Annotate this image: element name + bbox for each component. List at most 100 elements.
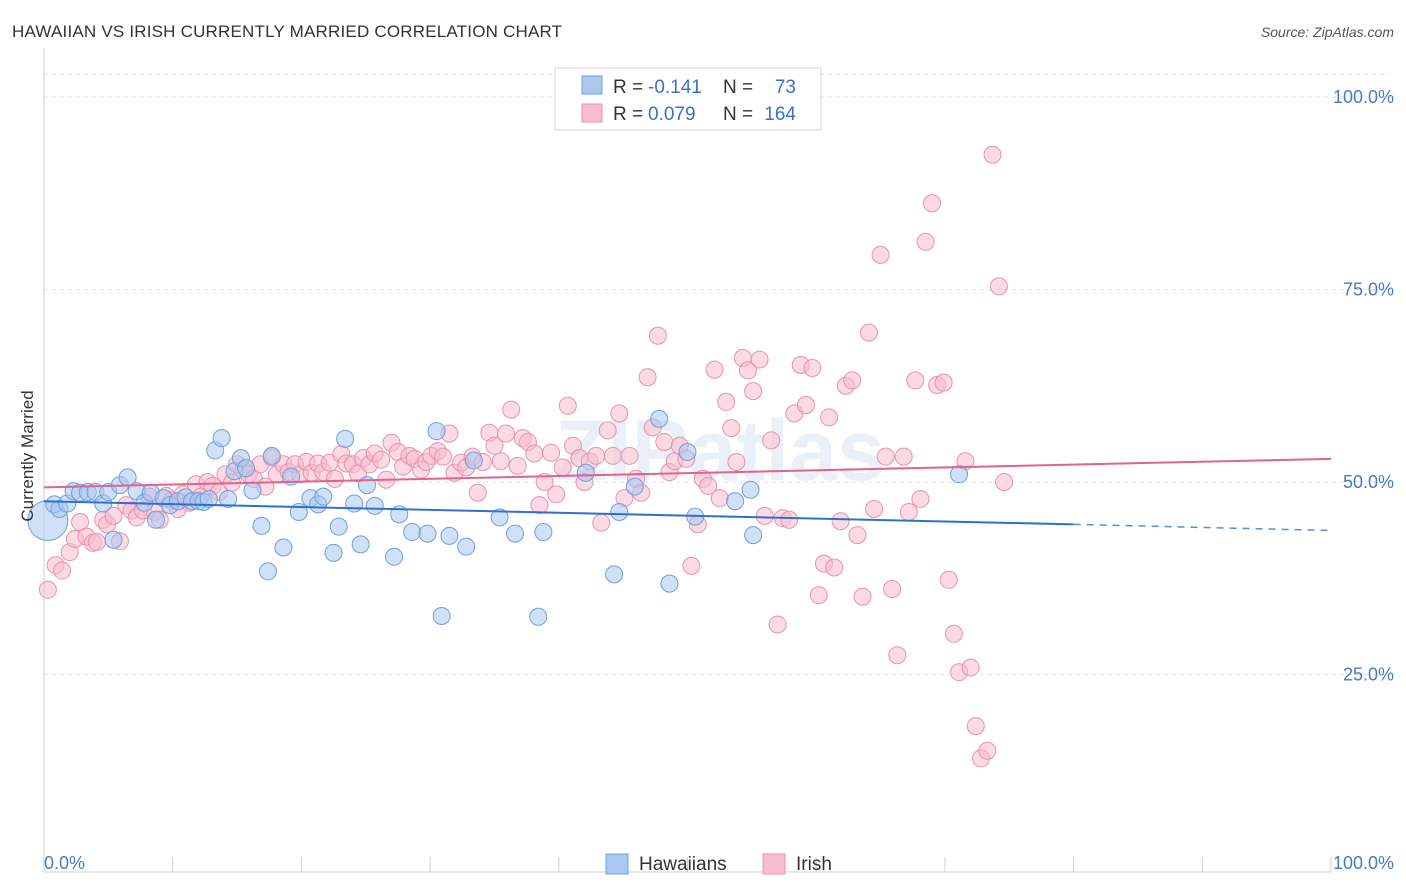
irish-point [699, 476, 718, 495]
irish-point [372, 450, 391, 469]
hawaiians-point [576, 463, 595, 482]
hawaiians-point [625, 477, 644, 496]
hawaiians-point [314, 487, 333, 506]
y-tick-label: 75.0% [1343, 280, 1394, 300]
hawaiians-point [351, 535, 370, 554]
irish-point [780, 510, 799, 529]
irish-point [738, 361, 757, 380]
hawaiians-points [27, 409, 969, 626]
irish-point [916, 232, 935, 251]
series-legend: Hawaiians Irish [605, 853, 832, 875]
y-axis-label: Currently Married [18, 390, 37, 521]
irish-point [682, 556, 701, 575]
irish-point [768, 615, 787, 634]
irish-point [433, 447, 452, 466]
irish-point [655, 432, 674, 451]
hawaiians-point [252, 516, 271, 535]
irish-point [638, 368, 657, 387]
y-tick-labels: 25.0% 50.0% 75.0% 100.0% [1333, 87, 1394, 685]
hawaiians-point [329, 517, 348, 536]
irish-point [610, 404, 629, 423]
irish-point [989, 277, 1008, 296]
hawaiians-point [534, 523, 553, 542]
irish-point [995, 473, 1014, 491]
irish-point [978, 741, 997, 760]
axes [43, 48, 1332, 873]
irish-point [859, 323, 878, 342]
irish-point [603, 446, 622, 465]
irish-point [727, 452, 746, 471]
irish-point [825, 558, 844, 577]
legend-n-value-irish: 164 [764, 104, 796, 125]
irish-point [876, 447, 895, 466]
irish-point [502, 400, 521, 419]
correlation-legend: R = -0.141 N = 73 R = 0.079 N = 164 [554, 67, 822, 131]
irish-point [899, 503, 918, 522]
irish-point [923, 194, 942, 213]
legend-r-label-irish: R = [613, 104, 643, 125]
hawaiians-point [274, 538, 293, 557]
irish-point [535, 473, 554, 491]
irish-point [587, 446, 606, 465]
hawaiians-point [199, 489, 218, 508]
hawaiians-point [457, 537, 476, 556]
irish-point [508, 456, 527, 475]
hawaiians-point [440, 526, 459, 545]
hawaiians-point [650, 409, 669, 428]
irish-point [809, 586, 828, 605]
chart-title: HAWAIIAN VS IRISH CURRENTLY MARRIED CORR… [12, 22, 563, 41]
irish-point [853, 587, 872, 606]
hawaiians-point [418, 524, 437, 543]
irish-point [53, 561, 72, 580]
irish-point [87, 533, 106, 552]
hawaiians-point [345, 494, 364, 513]
irish-point [944, 624, 963, 643]
hawaiians-point [336, 429, 355, 448]
hawaiians-point [243, 481, 262, 500]
hawaiians-trend-line [43, 500, 1074, 526]
bottom-legend-swatch-hawaiians [605, 853, 629, 875]
hawaiians-point [529, 607, 548, 626]
bottom-legend-swatch-irish [762, 853, 786, 875]
irish-point [934, 373, 953, 392]
irish-point [530, 496, 549, 515]
y-tick-label: 50.0% [1343, 472, 1394, 492]
legend-swatch-irish [581, 103, 603, 123]
irish-point [592, 513, 611, 532]
hawaiians-point [950, 465, 969, 484]
irish-point [983, 145, 1002, 164]
irish-point [485, 436, 504, 455]
irish-point [883, 580, 902, 599]
irish-point [803, 359, 822, 378]
irish-point [553, 458, 572, 477]
irish-point [104, 506, 123, 525]
hawaiians-point [324, 543, 343, 562]
hawaiians-point [678, 442, 697, 461]
irish-point [525, 444, 544, 463]
legend-n-label-hawaiians: N = [723, 77, 753, 98]
hawaiians-point [146, 510, 165, 529]
hawaiians-point [490, 508, 509, 527]
irish-point [755, 506, 774, 525]
irish-point [717, 392, 736, 411]
legend-n-label-irish: N = [723, 104, 753, 125]
irish-point [648, 326, 667, 345]
irish-point [871, 245, 890, 264]
irish-point [888, 646, 907, 665]
irish-point [961, 658, 980, 677]
irish-point [468, 483, 487, 502]
irish-point [843, 371, 862, 390]
hawaiians-point [219, 489, 238, 508]
bottom-legend-label-irish: Irish [796, 854, 832, 875]
irish-point [796, 396, 815, 414]
hawaiians-point [464, 451, 483, 470]
irish-point [762, 431, 781, 450]
irish-point [911, 489, 930, 508]
irish-point [325, 469, 344, 488]
irish-point [710, 489, 729, 508]
irish-point [497, 424, 516, 443]
hawaiians-point [104, 530, 123, 549]
hawaiians-point [726, 492, 745, 511]
y-tick-label: 100.0% [1333, 87, 1394, 107]
